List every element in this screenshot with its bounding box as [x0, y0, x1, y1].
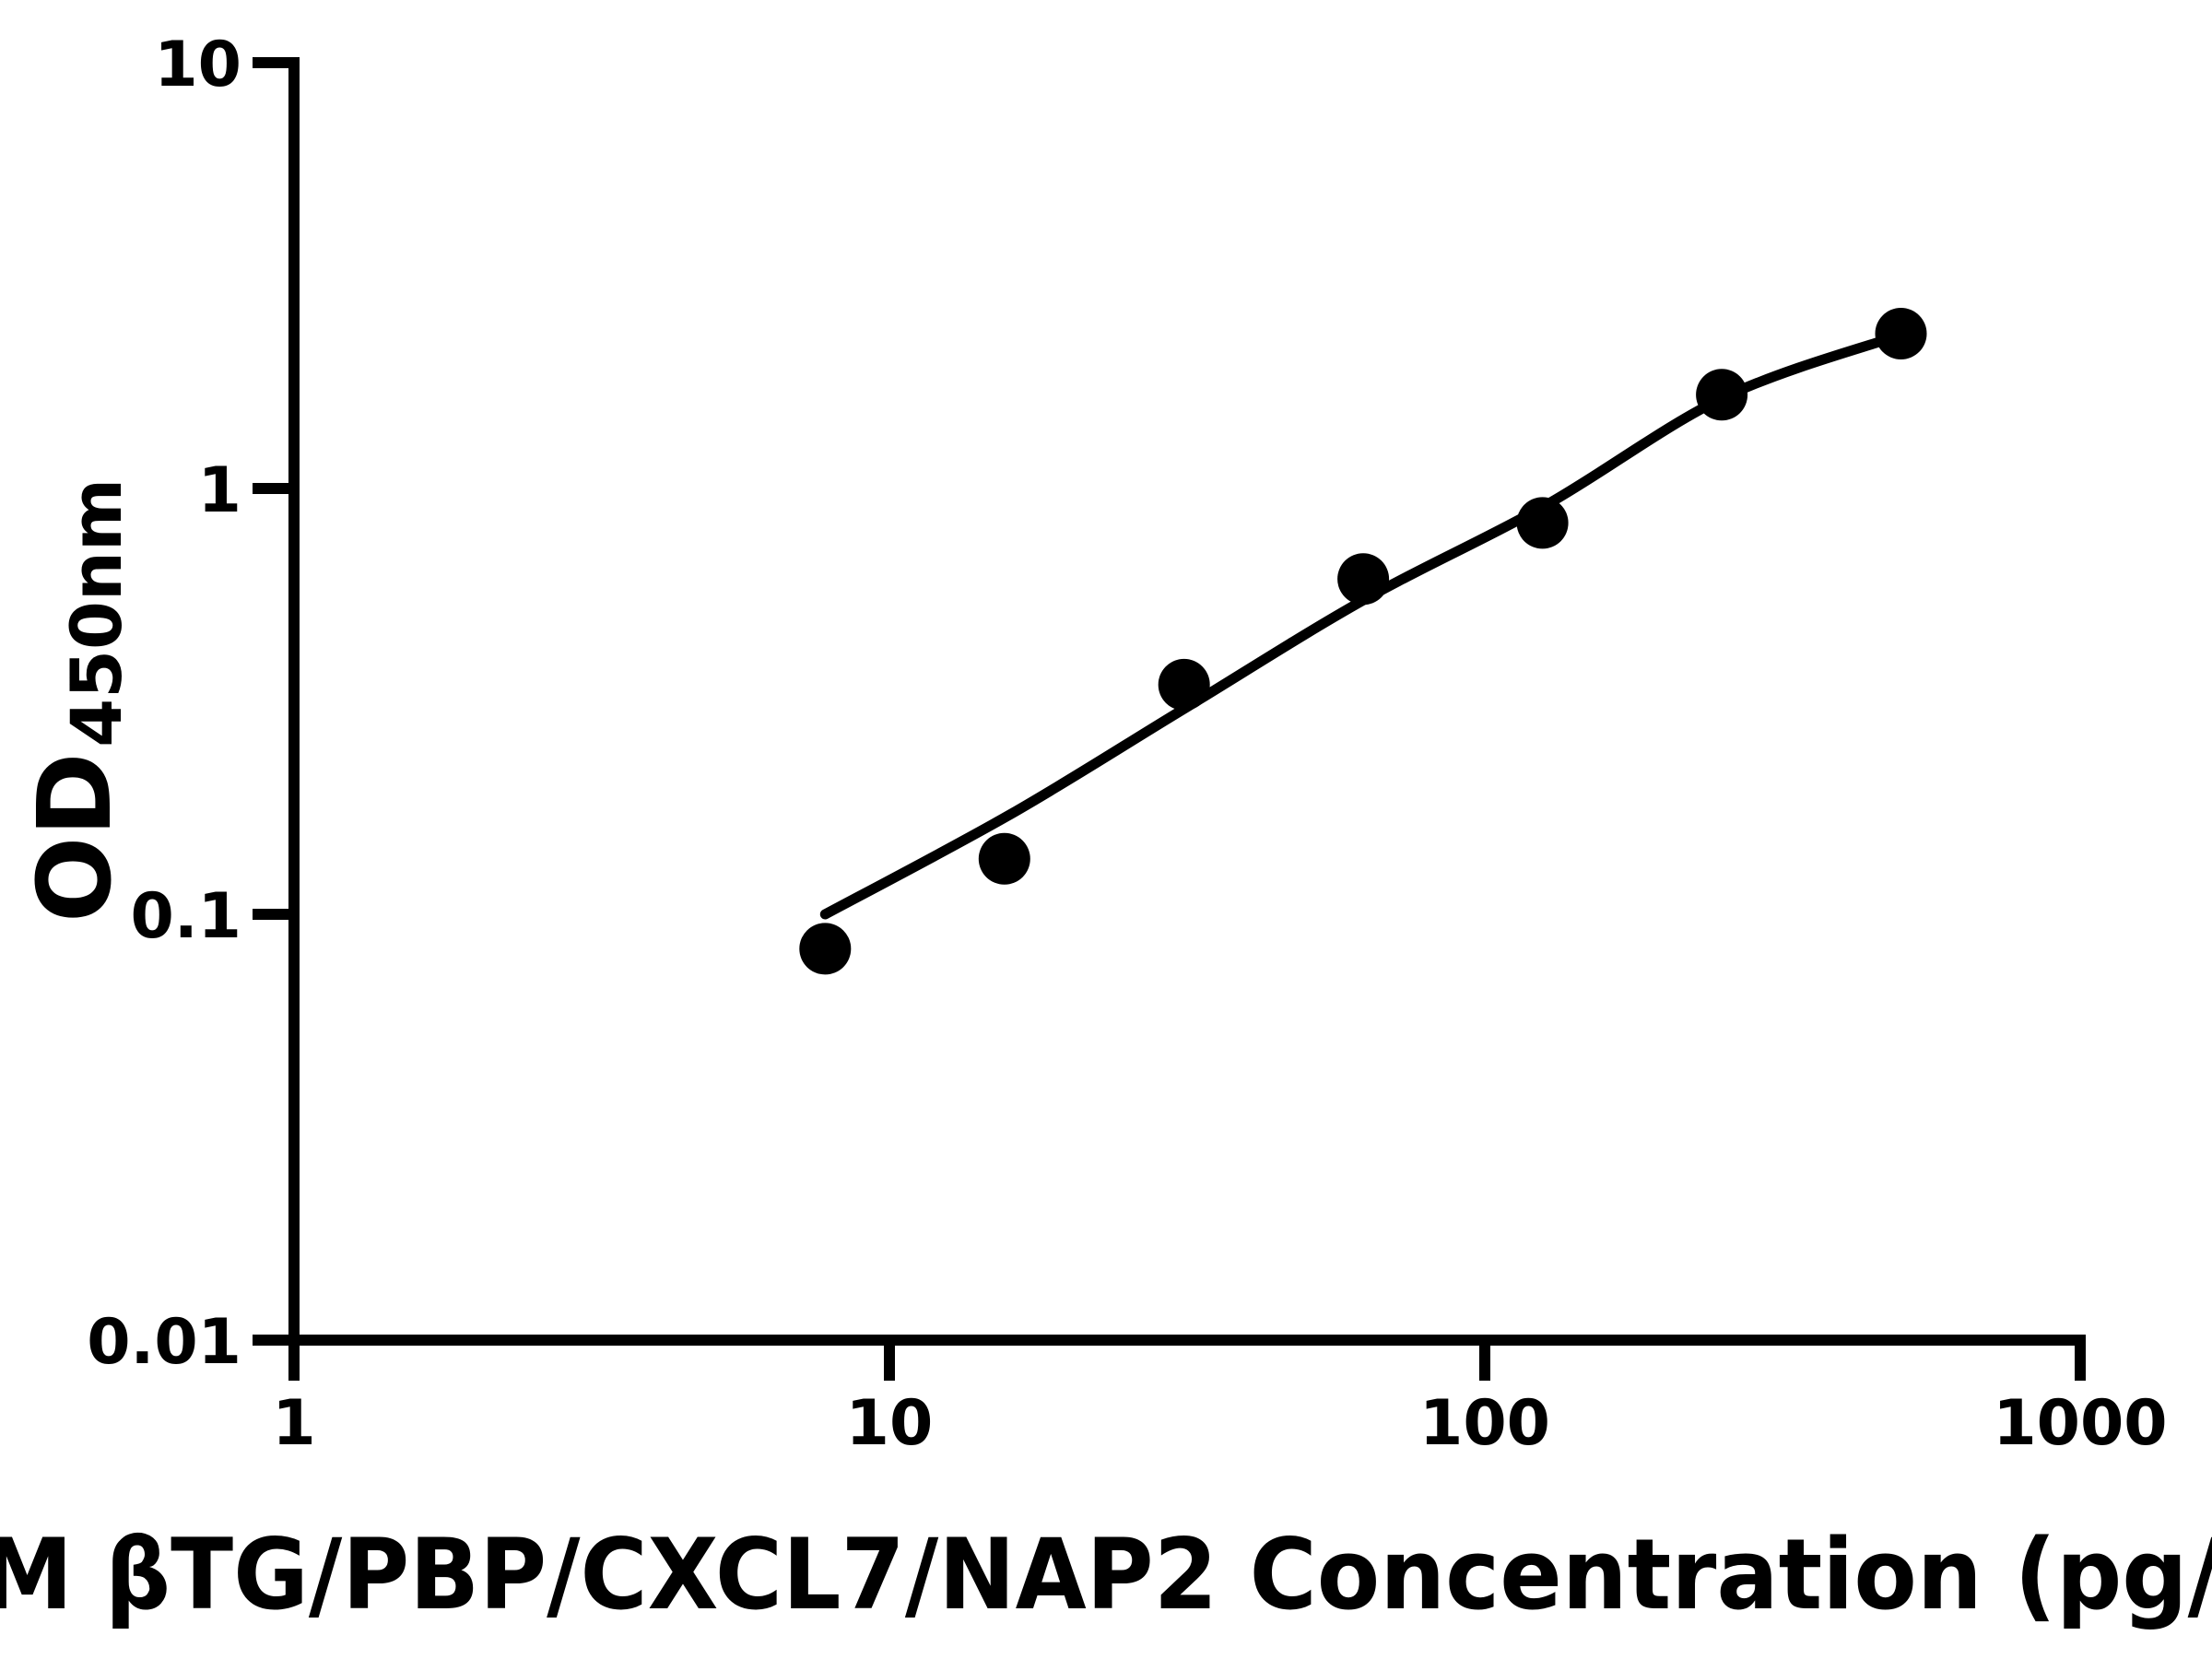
x-axis-title: M βTG/PBP/CXCL7/NAP2 Concentration (pg/ — [0, 1518, 2212, 1631]
y-axis-title-subscript: 450nm — [55, 478, 137, 747]
fit-curve-group — [819, 328, 1911, 920]
x-tick-label-100: 100 — [1419, 1387, 1550, 1460]
x-axis-ticks — [288, 1340, 2086, 1381]
x-tick-label-10: 10 — [846, 1387, 934, 1460]
y-tick-label-0.1: 0.1 — [131, 880, 241, 953]
y-axis-title: OD 450nm — [16, 478, 137, 923]
data-point — [1516, 497, 1569, 549]
x-tick-label-1000: 1000 — [1993, 1387, 2167, 1460]
y-axis-ticks — [253, 57, 294, 1346]
y-tick-label-10: 10 — [154, 29, 241, 101]
axes — [253, 57, 2086, 1381]
y-axis-tick-labels: 10 1 0.1 0.01 — [87, 29, 241, 1379]
y-tick-label-1: 1 — [198, 454, 241, 527]
y-tick-label-0.01: 0.01 — [87, 1306, 241, 1379]
data-point — [1337, 553, 1390, 606]
data-point — [978, 832, 1030, 885]
data-points-group — [799, 308, 1927, 975]
fit-curve — [819, 328, 1911, 920]
x-tick-label-1: 1 — [272, 1387, 315, 1460]
data-point — [1158, 658, 1210, 711]
y-axis-title-main: OD — [16, 752, 134, 923]
data-point — [799, 923, 852, 975]
data-point — [1875, 308, 1927, 359]
x-axis-tick-labels: 1 10 100 1000 — [272, 1387, 2167, 1460]
data-point — [1696, 369, 1748, 421]
